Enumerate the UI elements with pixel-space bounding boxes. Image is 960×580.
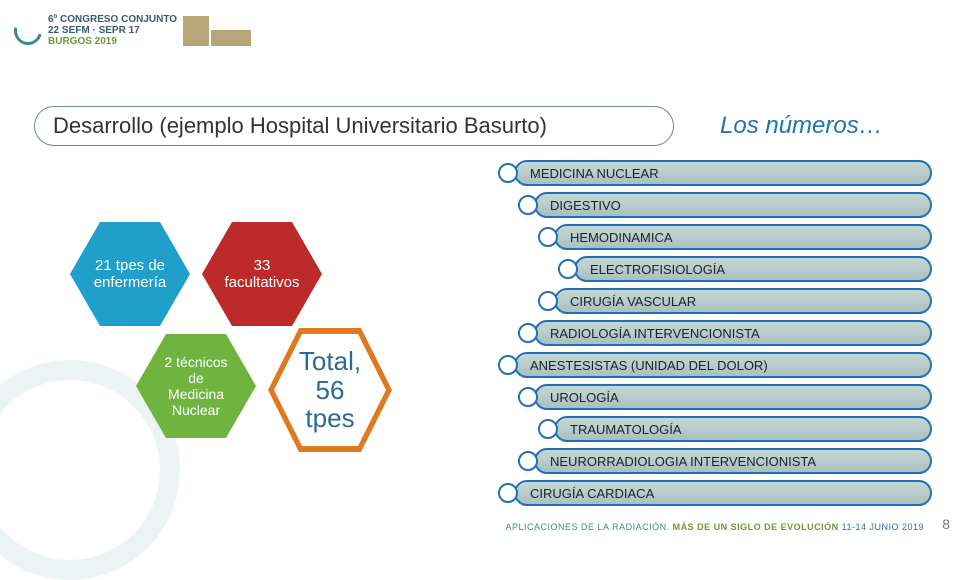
footer-left: APLICACIONES DE LA RADIACIÓN. (506, 522, 670, 532)
department-label: ANESTESISTAS (UNIDAD DEL DOLOR) (530, 358, 768, 373)
department-label: NEURORRADIOLOGIA INTERVENCIONISTA (550, 454, 816, 469)
skyline-icon (183, 16, 253, 46)
department-pill: RADIOLOGÍA INTERVENCIONISTA (534, 320, 932, 346)
department-pill: HEMODINAMICA (554, 224, 932, 250)
department-label: TRAUMATOLOGÍA (570, 422, 681, 437)
department-pill: CIRUGÍA VASCULAR (554, 288, 932, 314)
slide-subtitle: Los números… (720, 106, 883, 146)
pill-dot-icon (498, 483, 518, 503)
department-pill: TRAUMATOLOGÍA (554, 416, 932, 442)
footer: APLICACIONES DE LA RADIACIÓN. MÁS DE UN … (506, 522, 924, 532)
pill-dot-icon (498, 163, 518, 183)
footer-dates: 11-14 JUNIO 2019 (842, 522, 924, 532)
conference-logo: 6º CONGRESO CONJUNTO 22 SEFM · SEPR 17 B… (14, 14, 253, 47)
department-label: DIGESTIVO (550, 198, 621, 213)
slide-title-text: Desarrollo (ejemplo Hospital Universitar… (53, 113, 547, 139)
department-pill: DIGESTIVO (534, 192, 932, 218)
logo-line1: 6º CONGRESO CONJUNTO (48, 14, 177, 25)
department-label: UROLOGÍA (550, 390, 619, 405)
department-label: HEMODINAMICA (570, 230, 673, 245)
department-pill: ANESTESISTAS (UNIDAD DEL DOLOR) (514, 352, 932, 378)
pill-dot-icon (518, 387, 538, 407)
department-label: ELECTROFISIOLOGÍA (590, 262, 725, 277)
department-label: RADIOLOGÍA INTERVENCIONISTA (550, 326, 760, 341)
pill-dot-icon (498, 355, 518, 375)
department-pill: UROLOGÍA (534, 384, 932, 410)
department-pill: MEDICINA NUCLEAR (514, 160, 932, 186)
pill-dot-icon (518, 195, 538, 215)
pill-dot-icon (558, 259, 578, 279)
department-pill: NEURORRADIOLOGIA INTERVENCIONISTA (534, 448, 932, 474)
hex-enfermeria: 21 tpes deenfermería (70, 222, 190, 326)
department-pill: CIRUGÍA CARDIACA (514, 480, 932, 506)
pill-dot-icon (518, 323, 538, 343)
department-label: CIRUGÍA CARDIACA (530, 486, 654, 501)
pill-dot-icon (538, 419, 558, 439)
footer-right: MÁS DE UN SIGLO DE EVOLUCIÓN (673, 522, 839, 532)
pill-dot-icon (538, 227, 558, 247)
hex-total-label: Total,56tpes (274, 334, 386, 446)
hex-total: Total,56tpes (268, 328, 392, 452)
logo-city: BURGOS 2019 (48, 36, 177, 47)
department-label: CIRUGÍA VASCULAR (570, 294, 696, 309)
slide-title: Desarrollo (ejemplo Hospital Universitar… (34, 106, 674, 146)
hex-facultativos: 33facultativos (202, 222, 322, 326)
department-pill: ELECTROFISIOLOGÍA (574, 256, 932, 282)
department-label: MEDICINA NUCLEAR (530, 166, 659, 181)
page-number: 8 (942, 516, 950, 532)
logo-swirl-icon (9, 11, 47, 49)
logo-text: 6º CONGRESO CONJUNTO 22 SEFM · SEPR 17 B… (48, 14, 177, 47)
pill-dot-icon (518, 451, 538, 471)
logo-line2: 22 SEFM · SEPR 17 (48, 25, 177, 36)
pill-dot-icon (538, 291, 558, 311)
